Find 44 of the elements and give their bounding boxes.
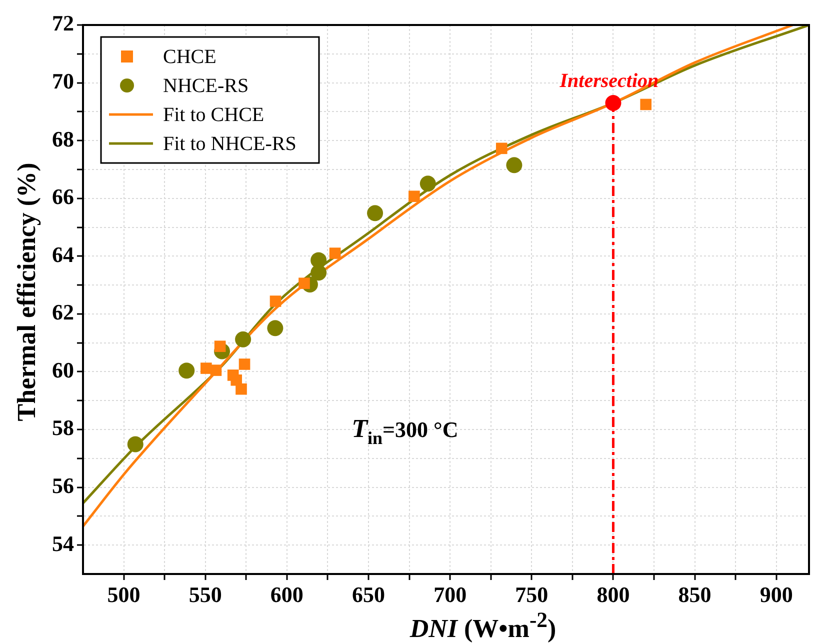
x-tick-label: 750	[515, 582, 548, 607]
x-tick-label: 800	[596, 582, 630, 607]
y-tick-label: 72	[52, 10, 74, 36]
x-axis-title: DNI (W•m$^{-2}$)	[410, 608, 556, 643]
point	[640, 98, 652, 110]
point	[329, 248, 341, 259]
annotation: Intersection	[558, 70, 659, 92]
point	[506, 157, 522, 174]
point	[238, 358, 250, 370]
y-tick-label: 66	[52, 184, 74, 210]
point	[210, 364, 222, 376]
y-tick-label: 70	[52, 68, 74, 94]
point	[235, 331, 252, 348]
legend-label: CHCE	[163, 46, 216, 68]
point	[267, 320, 284, 336]
y-tick-label: 64	[52, 242, 74, 267]
x-tick-label: 700	[434, 582, 467, 607]
point	[270, 296, 282, 307]
legend-label: Fit to CHCE	[163, 104, 264, 126]
x-tick-label: 500	[107, 582, 140, 607]
y-tick-label: 68	[52, 126, 74, 152]
point	[367, 205, 384, 222]
point	[178, 362, 195, 379]
x-tick-label: 550	[188, 582, 222, 607]
legend-label: NHCE-RS	[163, 74, 249, 97]
y-tick-label: 56	[52, 473, 74, 498]
point	[605, 95, 622, 112]
y-tick-label: 58	[52, 415, 74, 440]
x-tick-label: 600	[270, 582, 304, 607]
point	[127, 436, 144, 452]
point	[420, 176, 436, 192]
y-tick-label: 54	[52, 530, 74, 556]
point	[236, 383, 247, 395]
point	[496, 142, 508, 154]
legend-label: Fit to NHCE-RS	[163, 132, 296, 155]
point	[408, 190, 420, 202]
x-tick-label: 650	[352, 582, 386, 607]
x-tick-label: 900	[760, 582, 793, 607]
y-axis-title: Thermal efficiency (%)	[12, 162, 42, 422]
x-tick-label: 850	[678, 582, 712, 607]
point	[298, 278, 310, 289]
y-tick-label: 60	[52, 357, 74, 382]
point	[310, 252, 327, 268]
y-tick-label: 62	[52, 300, 74, 325]
